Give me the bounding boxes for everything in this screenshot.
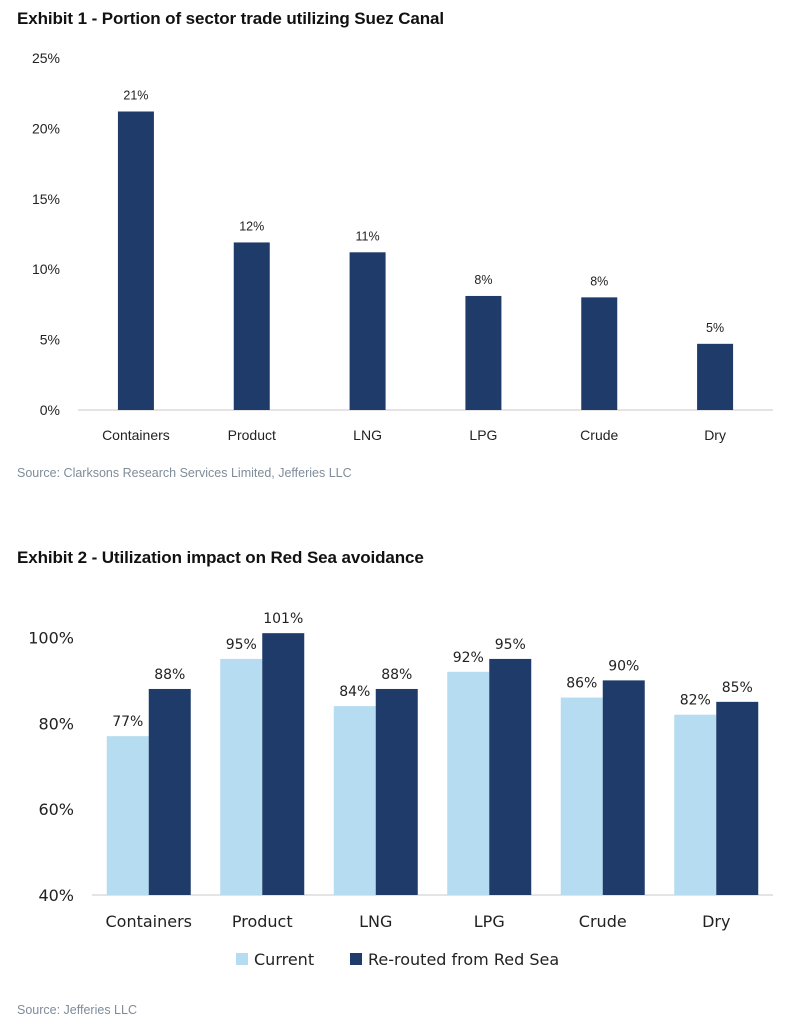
y-tick-label: 25% [32, 50, 60, 66]
y-tick-label: 15% [32, 191, 60, 207]
x-tick-label-lpg: LPG [469, 427, 497, 443]
y-tick-label: 60% [38, 800, 74, 819]
bar-re-routed-from-red-sea-lpg [489, 658, 532, 895]
exhibit-1-bar-chart: 0% 5% 10% 15% 20% 25% 21% Containers 12% Product 1… [32, 50, 773, 443]
legend-swatch-re-routed-from-red-sea [350, 953, 362, 965]
legend-label-current: Current [254, 950, 314, 969]
bar-re-routed-from-red-sea-crude [602, 680, 645, 895]
bar-crude [581, 297, 618, 410]
legend-swatch-current [236, 953, 248, 965]
x-tick-label-dry: Dry [704, 427, 726, 443]
y-tick-label: 20% [32, 120, 60, 136]
data-label-current-lpg: 92% [453, 650, 484, 666]
x-tick-label-dry: Dry [702, 912, 730, 931]
data-label-current-dry: 82% [680, 693, 711, 709]
bar-current-dry [674, 714, 717, 895]
data-label-product: 12% [239, 219, 264, 233]
bar-lpg [465, 295, 502, 410]
data-label-lpg: 8% [474, 273, 492, 287]
data-label-re-routed-from-red-sea-dry: 85% [722, 680, 753, 696]
data-label-containers: 21% [123, 89, 148, 103]
y-tick-label: 0% [40, 402, 60, 418]
legend-label-re-routed-from-red-sea: Re-routed from Red Sea [368, 950, 559, 969]
bar-current-product [220, 658, 263, 895]
bar-current-containers [106, 736, 149, 895]
bar-re-routed-from-red-sea-lng [375, 688, 418, 895]
exhibit-1-source-note: Source: Clarksons Research Services Limi… [17, 466, 352, 480]
data-label-re-routed-from-red-sea-containers: 88% [154, 667, 185, 683]
x-tick-label-product: Product [228, 427, 276, 443]
y-tick-label: 100% [28, 628, 74, 647]
exhibit-2-bar-chart: 40% 60% 80% 100% 77% 88% Containers 95% 101% Prod… [28, 611, 773, 969]
exhibit-1-title: Exhibit 1 - Portion of sector trade util… [17, 9, 445, 28]
data-label-re-routed-from-red-sea-lpg: 95% [495, 637, 526, 653]
y-tick-label: 10% [32, 261, 60, 277]
x-tick-label-lng: LNG [359, 912, 392, 931]
data-label-current-crude: 86% [566, 676, 597, 692]
x-tick-label-containers: Containers [105, 912, 192, 931]
exhibit-2-source-note: Source: Jefferies LLC [17, 1003, 137, 1017]
bar-dry [697, 343, 734, 410]
data-label-current-lng: 84% [339, 684, 370, 700]
x-tick-label-containers: Containers [102, 427, 170, 443]
exhibit-2-title: Exhibit 2 - Utilization impact on Red Se… [17, 548, 424, 567]
bar-re-routed-from-red-sea-dry [716, 701, 759, 895]
bar-current-lpg [447, 671, 490, 895]
data-label-current-containers: 77% [112, 714, 143, 730]
bar-re-routed-from-red-sea-product [262, 633, 305, 895]
y-tick-label: 40% [38, 886, 74, 905]
x-tick-label-crude: Crude [580, 427, 618, 443]
x-tick-label-crude: Crude [579, 912, 627, 931]
data-label-lng: 11% [356, 229, 380, 243]
x-tick-label-product: Product [232, 912, 293, 931]
bar-containers [117, 111, 154, 410]
bar-product [233, 242, 270, 410]
data-label-dry: 5% [706, 321, 724, 335]
bar-lng [349, 252, 386, 410]
data-label-crude: 8% [590, 274, 608, 288]
x-tick-label-lng: LNG [353, 427, 382, 443]
bar-current-crude [560, 697, 603, 895]
y-tick-label: 5% [40, 332, 60, 348]
y-tick-label: 80% [38, 714, 74, 733]
data-label-re-routed-from-red-sea-lng: 88% [381, 667, 412, 683]
x-tick-label-lpg: LPG [474, 912, 505, 931]
bar-current-lng [333, 706, 376, 895]
data-label-re-routed-from-red-sea-crude: 90% [608, 658, 639, 674]
bar-re-routed-from-red-sea-containers [148, 688, 191, 895]
data-label-current-product: 95% [226, 637, 257, 653]
data-label-re-routed-from-red-sea-product: 101% [263, 611, 303, 627]
